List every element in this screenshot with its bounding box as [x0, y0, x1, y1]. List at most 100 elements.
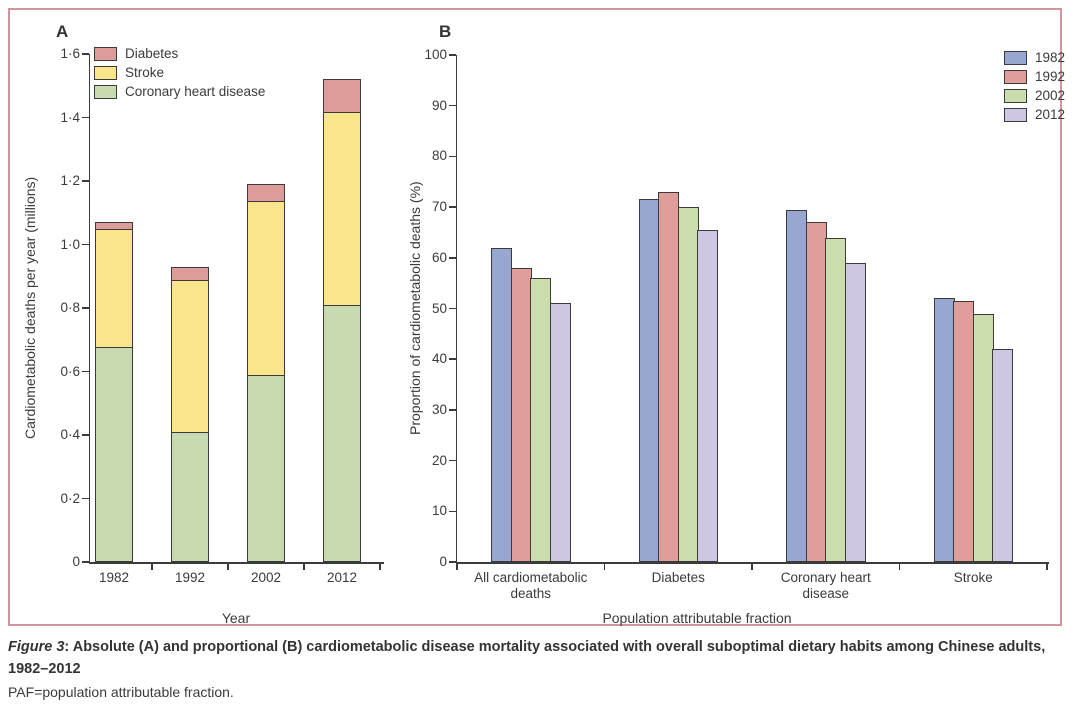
- bar-a-coronary-heart-disease-2012: [323, 304, 361, 562]
- panel-a-y-tick-label: 0·8: [60, 300, 80, 315]
- panel-b-legend: 1982 1992 2002 2012: [1004, 50, 1065, 122]
- panel-a-legend-item-coronary-heart-disease: Coronary heart disease: [94, 84, 265, 99]
- panel-a-y-tick-label: 1·4: [60, 109, 80, 125]
- bar-a-stroke-2012: [323, 111, 361, 307]
- caption-title-line2: 1982–2012: [8, 661, 81, 677]
- bar-a-stroke-1992: [171, 279, 209, 434]
- bar-a-stroke-1982: [95, 228, 133, 348]
- 2002-swatch: [1004, 88, 1027, 103]
- panel-b-x-tick: [456, 563, 458, 570]
- panel-b-x-axis-title: Population attributable fraction: [602, 610, 792, 626]
- bar-b-diabetes-1992: [658, 191, 679, 562]
- panel-b-legend-item-2012: 2012: [1004, 107, 1065, 122]
- panel-b-legend-item-1982: 1982: [1004, 50, 1065, 65]
- panel-a-y-tick-label: 0·2: [60, 490, 80, 506]
- legend-label-2002: 2002: [1035, 88, 1066, 103]
- panel-b-y-axis: [455, 55, 457, 564]
- panel-a-y-tick: [82, 497, 89, 500]
- panel-b-y-tick: [449, 54, 456, 56]
- panel-b-x-tick-label: All cardiometabolic deaths: [474, 570, 588, 601]
- figure-caption: Figure 3: Absolute (A) and proportional …: [8, 636, 1070, 703]
- panel-a-y-axis-title: Cardiometabolic deaths per year (million…: [22, 176, 38, 440]
- bar-b-coronary-heart-disease-1992: [805, 222, 827, 562]
- panel-a-x-tick-label: 2002: [250, 570, 282, 585]
- bar-b-stroke-2012: [992, 349, 1013, 562]
- panel-b-y-tick-label: 90: [431, 97, 447, 113]
- 2012-swatch: [1004, 107, 1027, 122]
- panel-b-x-tick: [898, 563, 901, 570]
- panel-b-y-tick: [449, 206, 456, 208]
- panel-b-y-tick-label: 70: [431, 199, 447, 215]
- panel-a-legend-item-diabetes: Diabetes: [94, 46, 265, 61]
- panel-b-y-tick: [449, 409, 456, 411]
- bar-b-diabetes-2012: [697, 229, 718, 562]
- bar-a-diabetes-2002: [247, 184, 285, 202]
- bar-b-all-cardiometabolic-deaths-2002: [530, 278, 551, 562]
- bar-b-all-cardiometabolic-deaths-2012: [549, 303, 571, 562]
- panel-a-x-tick-label: 2012: [326, 570, 358, 585]
- bar-b-diabetes-1982: [638, 199, 660, 562]
- 1992-swatch: [1004, 69, 1027, 84]
- panel-b-y-tick-label: 100: [424, 47, 447, 62]
- caption-title-line1: Figure 3: Absolute (A) and proportional …: [8, 636, 1070, 658]
- panel-b-y-tick: [449, 257, 456, 259]
- panel-b-x-axis: [455, 562, 1049, 564]
- legend-label-2012: 2012: [1035, 107, 1066, 122]
- panel-b-legend-item-1992: 1992: [1004, 69, 1065, 84]
- bar-b-coronary-heart-disease-2012: [844, 262, 866, 562]
- legend-label-diabetes: Diabetes: [125, 46, 179, 61]
- figure-title: : Absolute (A) and proportional (B) card…: [64, 639, 1046, 655]
- panel-b-y-tick-label: 0: [439, 554, 447, 569]
- panel-b-legend-item-2002: 2002: [1004, 88, 1065, 103]
- chart-frame: A B Cardiometabolic deaths per year (mil…: [8, 8, 1065, 626]
- panel-a-legend: Diabetes Stroke Coronary heart disease: [94, 46, 265, 99]
- stroke-swatch: [94, 65, 117, 80]
- panel-b-y-tick: [449, 510, 456, 513]
- panel-a-x-tick-label: 1982: [98, 570, 130, 585]
- panel-a-y-tick: [82, 243, 89, 246]
- panel-a-y-tick-label: 1·6: [60, 46, 80, 61]
- panel-b-y-tick: [449, 358, 456, 360]
- bar-b-all-cardiometabolic-deaths-1982: [491, 247, 512, 562]
- bar-b-diabetes-2002: [677, 207, 699, 562]
- panel-a-x-tick-label: 1992: [174, 570, 206, 585]
- legend-label-1982: 1982: [1035, 50, 1066, 65]
- panel-a-y-tick: [82, 307, 89, 309]
- panel-b-y-tick: [449, 459, 456, 462]
- panel-b-y-tick: [449, 155, 456, 158]
- legend-label-stroke: Stroke: [125, 65, 165, 80]
- bar-a-coronary-heart-disease-1982: [95, 346, 133, 562]
- bar-a-coronary-heart-disease-1992: [171, 431, 209, 562]
- panel-b-x-tick-label: Stroke: [953, 570, 993, 585]
- panel-a-x-axis: [88, 562, 384, 564]
- panel-a-y-tick-label: 0·6: [60, 363, 80, 379]
- panel-a-y-tick: [82, 561, 89, 563]
- bar-b-coronary-heart-disease-2002: [825, 237, 846, 562]
- panel-b-y-tick-label: 80: [431, 148, 447, 164]
- panel-a-x-axis-title: Year: [221, 610, 251, 626]
- panel-b-y-tick-label: 40: [431, 351, 447, 367]
- bar-b-coronary-heart-disease-1982: [786, 209, 807, 562]
- bar-a-diabetes-2012: [323, 79, 361, 113]
- bar-a-diabetes-1982: [95, 222, 133, 231]
- panel-b-y-tick-label: 50: [431, 300, 447, 316]
- figure-footnote: PAF=population attributable fraction.: [8, 684, 234, 700]
- panel-a-y-tick-label: 1·2: [60, 173, 80, 188]
- panel-a-y-tick-label: 1·0: [60, 236, 80, 252]
- panel-b-y-tick: [449, 561, 456, 563]
- panel-a-y-tick: [82, 116, 89, 119]
- panel-b-label: B: [439, 22, 452, 41]
- panel-a-x-tick: [379, 563, 381, 570]
- panel-a-x-tick: [151, 563, 153, 570]
- figure-number: Figure 3: [8, 639, 65, 655]
- bar-b-all-cardiometabolic-deaths-1992: [510, 267, 532, 562]
- diabetes-swatch: [94, 46, 117, 61]
- panel-a-legend-item-stroke: Stroke: [94, 65, 265, 80]
- panel-b-y-tick-label: 20: [431, 452, 447, 468]
- panel-b-y-tick-label: 60: [431, 249, 447, 265]
- panel-b-x-tick-label: Diabetes: [651, 570, 705, 585]
- panel-b-x-tick-label: Coronary heart disease: [780, 570, 871, 601]
- 1982-swatch: [1004, 50, 1027, 65]
- panel-b-x-tick: [603, 563, 606, 570]
